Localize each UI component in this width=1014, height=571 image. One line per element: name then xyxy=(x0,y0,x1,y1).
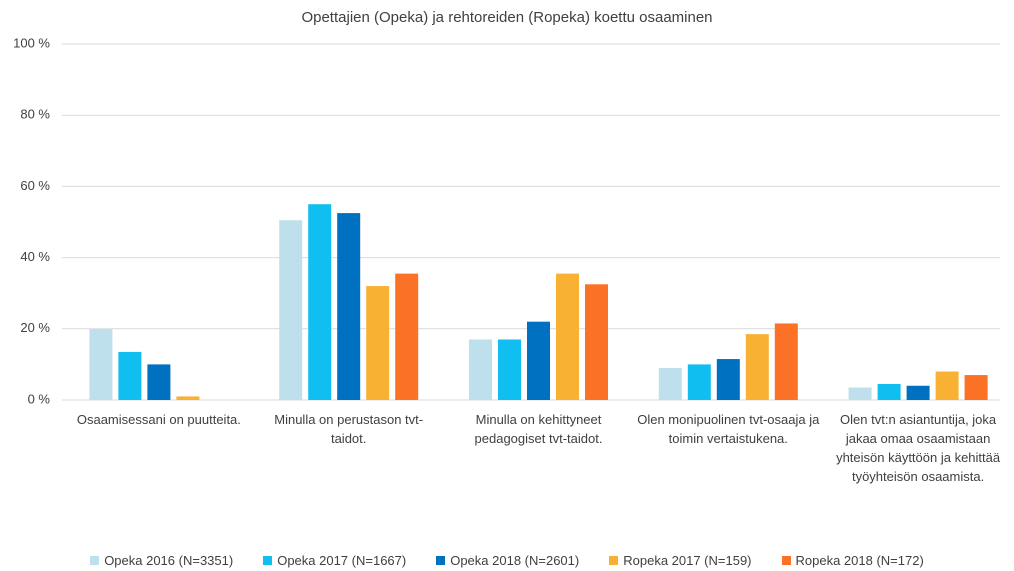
bar xyxy=(556,273,579,400)
chart-title: Opettajien (Opeka) ja rehtoreiden (Ropek… xyxy=(301,9,712,26)
x-tick-label: Minulla on perustason tvt-taidot. xyxy=(274,412,424,446)
bar xyxy=(337,213,361,400)
bar xyxy=(147,364,171,400)
bar xyxy=(308,204,332,400)
x-tick-label: Olen monipuolinen tvt-osaaja ja toimin v… xyxy=(637,412,820,446)
bar xyxy=(366,286,390,400)
bar xyxy=(118,351,142,400)
bar xyxy=(774,323,798,400)
bar xyxy=(716,359,740,400)
bar xyxy=(687,364,711,400)
bar xyxy=(585,284,608,400)
y-tick-label: 80 % xyxy=(20,107,50,122)
bar xyxy=(745,334,769,400)
bar xyxy=(964,375,988,400)
bar xyxy=(935,371,959,400)
bar xyxy=(498,339,521,400)
y-tick-label: 40 % xyxy=(20,249,50,264)
legend-label: Opeka 2016 (N=3351) xyxy=(104,553,234,568)
legend-item: Opeka 2017 (N=1667) xyxy=(263,553,406,568)
legend-swatch xyxy=(436,556,446,565)
bar xyxy=(395,273,419,400)
bar xyxy=(877,383,901,400)
bar xyxy=(658,367,682,400)
bar xyxy=(176,396,200,400)
legend: Opeka 2016 (N=3351) Opeka 2017 (N=1667) Op… xyxy=(0,553,1014,568)
y-tick-label: 100 % xyxy=(13,35,50,50)
legend-label: Ropeka 2018 (N=172) xyxy=(795,553,924,568)
x-tick-label: Osaamisessani on puutteita. xyxy=(76,412,241,427)
legend-swatch xyxy=(263,556,273,565)
legend-label: Ropeka 2017 (N=159) xyxy=(623,553,752,568)
y-tick-label: 0 % xyxy=(28,391,51,406)
bar xyxy=(848,387,872,400)
bar xyxy=(279,220,303,400)
bar xyxy=(906,385,930,400)
legend-label: Opeka 2018 (N=2601) xyxy=(450,553,580,568)
y-tick-label: 60 % xyxy=(20,178,50,193)
legend-swatch xyxy=(90,556,100,565)
x-tick-label: Minulla on kehittyneet pedagogiset tvt-t… xyxy=(474,412,603,446)
bar xyxy=(89,328,113,400)
legend-item: Ropeka 2018 (N=172) xyxy=(781,553,924,568)
x-tick-label: Olen tvt:n asiantuntija, joka jakaa omaa… xyxy=(836,412,1001,484)
legend-label: Opeka 2017 (N=1667) xyxy=(277,553,407,568)
legend-item: Opeka 2016 (N=3351) xyxy=(90,553,233,568)
bar xyxy=(469,339,492,400)
legend-swatch xyxy=(781,556,791,565)
legend-item: Opeka 2018 (N=2601) xyxy=(436,553,579,568)
legend-item: Ropeka 2017 (N=159) xyxy=(609,553,752,568)
y-tick-label: 20 % xyxy=(20,320,50,335)
legend-swatch xyxy=(609,556,619,565)
bar xyxy=(527,321,550,400)
